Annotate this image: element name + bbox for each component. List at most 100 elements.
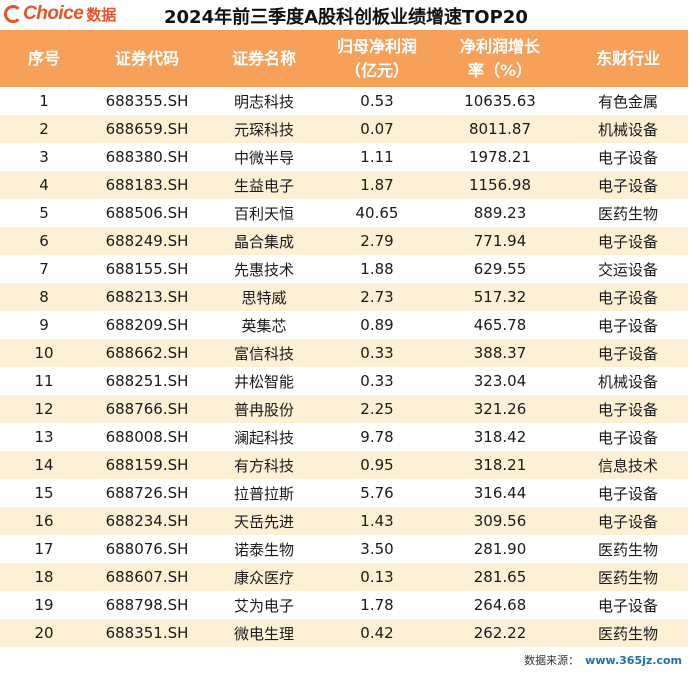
col-rank-cell: 7 — [0, 255, 88, 283]
col-growth-cell: 264.68 — [432, 591, 568, 619]
col-profit-cell: 1.11 — [322, 143, 432, 171]
header-label-line2: 率（%） — [467, 60, 533, 80]
col-industry-cell: 医药生物 — [568, 535, 688, 563]
col-name-cell: 天岳先进 — [206, 507, 322, 535]
col-code-cell: 688249.SH — [88, 227, 206, 255]
col-code-cell: 688213.SH — [88, 283, 206, 311]
col-industry-cell: 电子设备 — [568, 395, 688, 423]
col-code-cell: 688351.SH — [88, 619, 206, 647]
col-profit-cell: 0.42 — [322, 619, 432, 647]
col-industry-cell: 电子设备 — [568, 423, 688, 451]
col-growth-cell: 517.32 — [432, 283, 568, 311]
table-header: 序号 证券代码 证券名称 归母净利润 （亿元） 净利润增长 率（%） 东财行业 — [0, 30, 688, 87]
col-profit-cell: 3.50 — [322, 535, 432, 563]
col-growth-cell: 1156.98 — [432, 171, 568, 199]
header-label: 证券名称 — [231, 48, 296, 68]
col-profit-cell: 0.95 — [322, 451, 432, 479]
col-name-cell: 微电生理 — [206, 619, 322, 647]
col-profit-cell: 1.88 — [322, 255, 432, 283]
col-growth-cell: 1978.21 — [432, 143, 568, 171]
col-rank-cell: 3 — [0, 143, 88, 171]
col-rank-cell: 8 — [0, 283, 88, 311]
col-profit-cell: 9.78 — [322, 423, 432, 451]
table-row: 6 688249.SH 晶合集成 2.79 771.94 电子设备 — [0, 227, 688, 255]
col-profit-cell: 2.79 — [322, 227, 432, 255]
col-industry-cell: 有色金属 — [568, 87, 688, 115]
col-code-cell: 688159.SH — [88, 451, 206, 479]
col-industry-cell: 电子设备 — [568, 479, 688, 507]
table-row: 3 688380.SH 中微半导 1.11 1978.21 电子设备 — [0, 143, 688, 171]
col-industry-cell: 交运设备 — [568, 255, 688, 283]
col-name-cell: 生益电子 — [206, 171, 322, 199]
col-growth-cell: 316.44 — [432, 479, 568, 507]
header-label: 序号 — [27, 48, 60, 68]
col-profit-cell: 0.33 — [322, 367, 432, 395]
col-code-cell: 688798.SH — [88, 591, 206, 619]
col-code-cell: 688726.SH — [88, 479, 206, 507]
col-industry-cell: 电子设备 — [568, 311, 688, 339]
col-growth-cell: 323.04 — [432, 367, 568, 395]
col-name-cell: 晶合集成 — [206, 227, 322, 255]
col-name-cell: 富信科技 — [206, 339, 322, 367]
col-rank-cell: 6 — [0, 227, 88, 255]
header-label: 证券代码 — [114, 48, 179, 68]
col-name-cell: 澜起科技 — [206, 423, 322, 451]
col-industry-header: 东财行业 — [568, 30, 688, 87]
col-name-header: 证券名称 — [206, 30, 322, 87]
header-label-line2: （亿元） — [344, 60, 409, 80]
col-industry-cell: 电子设备 — [568, 339, 688, 367]
col-code-cell: 688506.SH — [88, 199, 206, 227]
table-row: 9 688209.SH 英集芯 0.89 465.78 电子设备 — [0, 311, 688, 339]
col-growth-cell: 771.94 — [432, 227, 568, 255]
table-row: 10 688662.SH 富信科技 0.33 388.37 电子设备 — [0, 339, 688, 367]
col-rank-cell: 11 — [0, 367, 88, 395]
col-rank-cell: 4 — [0, 171, 88, 199]
col-profit-cell: 5.76 — [322, 479, 432, 507]
table-row: 1 688355.SH 明志科技 0.53 10635.63 有色金属 — [0, 87, 688, 115]
col-profit-cell: 0.33 — [322, 339, 432, 367]
col-growth-cell: 318.42 — [432, 423, 568, 451]
table-row: 7 688155.SH 先惠技术 1.88 629.55 交运设备 — [0, 255, 688, 283]
col-rank-header: 序号 — [0, 30, 88, 87]
col-name-cell: 艾为电子 — [206, 591, 322, 619]
col-rank-cell: 13 — [0, 423, 88, 451]
table-row: 20 688351.SH 微电生理 0.42 262.22 医药生物 — [0, 619, 688, 647]
col-industry-cell: 电子设备 — [568, 227, 688, 255]
col-profit-cell: 2.73 — [322, 283, 432, 311]
logo-word: Choice — [23, 3, 84, 24]
table-row: 12 688766.SH 普冉股份 2.25 321.26 电子设备 — [0, 395, 688, 423]
ranking-table: 序号 证券代码 证券名称 归母净利润 （亿元） 净利润增长 率（%） 东财行业 1 688355… — [0, 30, 688, 647]
col-profit-cell: 1.78 — [322, 591, 432, 619]
col-code-cell: 688008.SH — [88, 423, 206, 451]
col-code-cell: 688662.SH — [88, 339, 206, 367]
col-code-cell: 688766.SH — [88, 395, 206, 423]
table-row: 4 688183.SH 生益电子 1.87 1156.98 电子设备 — [0, 171, 688, 199]
col-rank-cell: 2 — [0, 115, 88, 143]
col-growth-cell: 262.22 — [432, 619, 568, 647]
col-profit-cell: 0.13 — [322, 563, 432, 591]
col-industry-cell: 医药生物 — [568, 563, 688, 591]
col-growth-cell: 321.26 — [432, 395, 568, 423]
col-profit-cell: 0.53 — [322, 87, 432, 115]
col-growth-cell: 388.37 — [432, 339, 568, 367]
col-profit-cell: 0.07 — [322, 115, 432, 143]
col-name-cell: 井松智能 — [206, 367, 322, 395]
col-industry-cell: 电子设备 — [568, 283, 688, 311]
col-name-cell: 拉普拉斯 — [206, 479, 322, 507]
source-label: 数据来源： — [524, 654, 580, 667]
col-growth-cell: 8011.87 — [432, 115, 568, 143]
col-name-cell: 英集芯 — [206, 311, 322, 339]
choice-logo-icon — [4, 5, 22, 23]
col-industry-cell: 机械设备 — [568, 115, 688, 143]
col-code-header: 证券代码 — [88, 30, 206, 87]
col-rank-cell: 19 — [0, 591, 88, 619]
col-profit-cell: 0.89 — [322, 311, 432, 339]
table-body: 1 688355.SH 明志科技 0.53 10635.63 有色金属 2 688659.SH… — [0, 87, 688, 647]
col-rank-cell: 20 — [0, 619, 88, 647]
col-industry-cell: 电子设备 — [568, 143, 688, 171]
col-code-cell: 688155.SH — [88, 255, 206, 283]
col-name-cell: 普冉股份 — [206, 395, 322, 423]
col-profit-cell: 2.25 — [322, 395, 432, 423]
col-growth-cell: 629.55 — [432, 255, 568, 283]
table-row: 19 688798.SH 艾为电子 1.78 264.68 电子设备 — [0, 591, 688, 619]
